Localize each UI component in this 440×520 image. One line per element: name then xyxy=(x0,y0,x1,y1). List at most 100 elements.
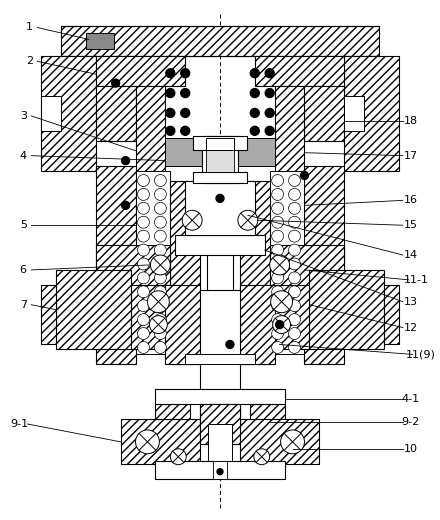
Circle shape xyxy=(138,328,150,340)
Bar xyxy=(240,180,270,365)
Circle shape xyxy=(138,286,150,298)
Bar xyxy=(96,56,185,86)
Bar xyxy=(193,172,247,184)
Bar xyxy=(270,171,304,355)
Circle shape xyxy=(166,126,175,135)
Circle shape xyxy=(271,230,284,242)
Circle shape xyxy=(166,88,175,98)
Circle shape xyxy=(138,216,150,228)
Bar xyxy=(240,419,319,464)
Circle shape xyxy=(138,175,150,187)
Bar xyxy=(304,86,344,141)
Circle shape xyxy=(112,79,120,87)
Circle shape xyxy=(154,328,166,340)
Circle shape xyxy=(271,300,284,311)
Bar xyxy=(250,404,285,429)
Circle shape xyxy=(271,342,284,354)
Circle shape xyxy=(289,230,301,242)
Text: 11(9): 11(9) xyxy=(406,349,436,359)
Bar xyxy=(41,56,96,171)
Circle shape xyxy=(150,316,167,333)
Circle shape xyxy=(138,272,150,284)
Circle shape xyxy=(138,202,150,214)
Circle shape xyxy=(281,430,304,454)
Bar xyxy=(56,270,131,349)
Circle shape xyxy=(138,300,150,311)
Circle shape xyxy=(238,210,258,230)
Circle shape xyxy=(289,272,301,284)
Circle shape xyxy=(289,244,301,256)
Bar xyxy=(96,245,170,290)
Circle shape xyxy=(271,175,284,187)
Bar xyxy=(200,404,240,444)
Bar xyxy=(96,165,136,365)
Circle shape xyxy=(147,291,169,313)
Circle shape xyxy=(271,314,284,326)
Bar xyxy=(41,285,56,344)
Bar xyxy=(213,461,227,478)
Circle shape xyxy=(250,88,259,98)
Circle shape xyxy=(289,286,301,298)
Text: 3: 3 xyxy=(20,111,27,121)
Circle shape xyxy=(271,216,284,228)
Text: 2: 2 xyxy=(26,56,33,66)
Text: 15: 15 xyxy=(404,220,418,230)
Circle shape xyxy=(154,244,166,256)
Circle shape xyxy=(216,194,224,202)
Text: 5: 5 xyxy=(20,220,27,230)
Circle shape xyxy=(181,88,190,98)
Text: 4: 4 xyxy=(20,151,27,161)
Bar xyxy=(155,389,285,404)
Text: 12: 12 xyxy=(404,322,418,333)
Circle shape xyxy=(250,109,259,118)
Circle shape xyxy=(121,157,129,165)
Circle shape xyxy=(265,69,274,77)
Circle shape xyxy=(154,272,166,284)
Bar xyxy=(193,136,247,150)
Bar xyxy=(136,171,170,355)
Circle shape xyxy=(154,216,166,228)
Circle shape xyxy=(166,69,175,77)
Bar xyxy=(206,150,234,172)
Circle shape xyxy=(136,430,159,454)
Text: 6: 6 xyxy=(20,265,27,275)
Circle shape xyxy=(270,255,290,275)
Circle shape xyxy=(154,230,166,242)
Circle shape xyxy=(154,342,166,354)
Bar xyxy=(240,285,275,365)
Circle shape xyxy=(138,230,150,242)
Circle shape xyxy=(226,341,234,348)
Circle shape xyxy=(154,188,166,200)
Bar xyxy=(185,180,255,235)
Circle shape xyxy=(121,201,129,210)
Bar xyxy=(96,86,136,141)
Bar xyxy=(255,56,344,86)
Circle shape xyxy=(289,328,301,340)
Bar xyxy=(304,165,344,365)
Text: 9-1: 9-1 xyxy=(10,419,28,429)
Bar xyxy=(220,138,275,165)
Circle shape xyxy=(265,109,274,118)
Circle shape xyxy=(154,314,166,326)
Bar xyxy=(265,285,309,349)
Circle shape xyxy=(154,286,166,298)
Text: 16: 16 xyxy=(404,196,418,205)
Circle shape xyxy=(250,126,259,135)
Circle shape xyxy=(265,126,274,135)
Bar xyxy=(344,96,364,131)
Circle shape xyxy=(154,258,166,270)
Bar xyxy=(165,285,200,365)
Bar xyxy=(155,404,190,429)
Circle shape xyxy=(181,109,190,118)
Bar xyxy=(200,290,240,424)
Text: 10: 10 xyxy=(404,444,418,454)
Circle shape xyxy=(301,172,308,179)
Bar xyxy=(270,245,344,290)
Text: 14: 14 xyxy=(404,250,418,260)
Bar xyxy=(131,285,175,349)
Circle shape xyxy=(271,244,284,256)
Bar xyxy=(155,461,285,478)
Circle shape xyxy=(182,210,202,230)
Circle shape xyxy=(138,244,150,256)
Text: 9-2: 9-2 xyxy=(402,417,420,427)
